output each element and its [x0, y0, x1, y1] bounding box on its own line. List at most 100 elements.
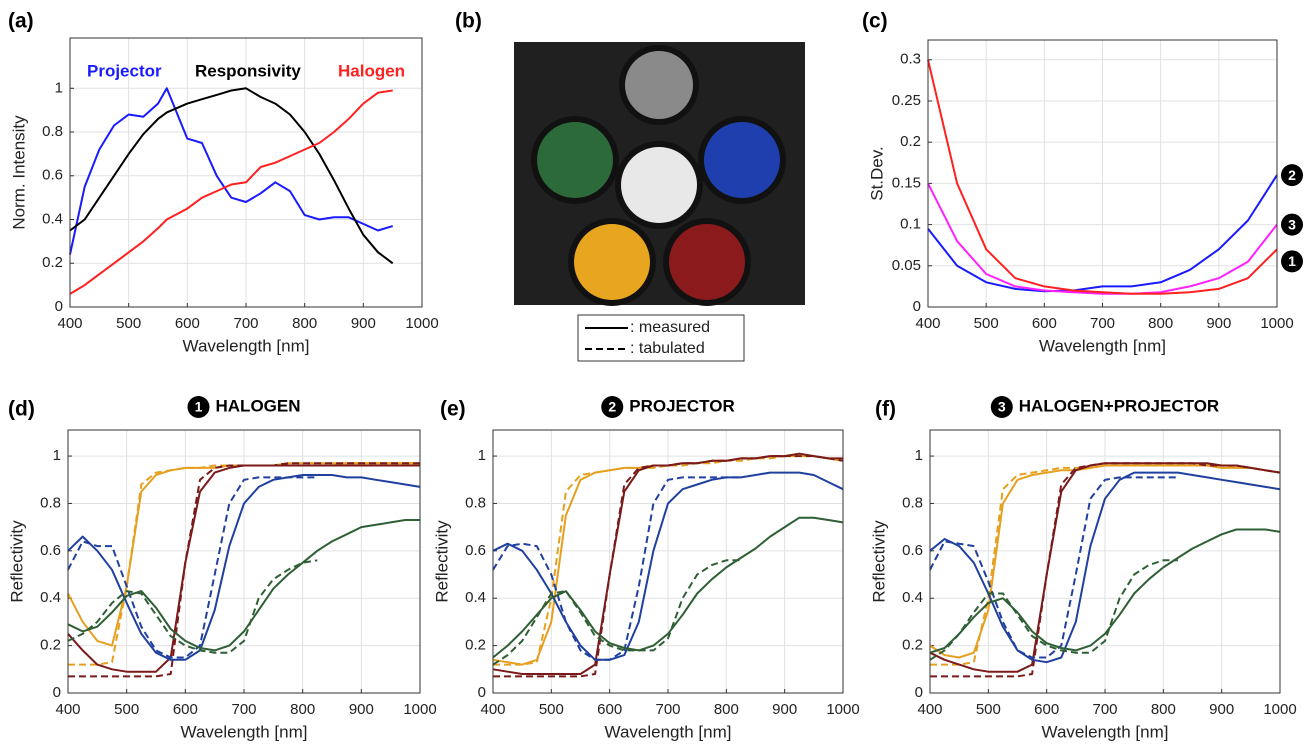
- x-tick-label: 600: [175, 315, 200, 332]
- x-tick-label: 1000: [1260, 315, 1293, 332]
- x-tick-label: 400: [917, 701, 942, 718]
- y-tick-label: 0.4: [40, 589, 61, 606]
- x-tick-label: 900: [351, 315, 376, 332]
- y-tick-label: 1: [55, 79, 63, 96]
- y-tick-label: 1: [53, 447, 61, 464]
- chart-title: HALOGEN: [216, 396, 301, 415]
- panel-label: (c): [862, 10, 888, 33]
- y-tick-label: 0.2: [465, 637, 486, 654]
- y-axis-label: Reflectivity: [432, 520, 451, 603]
- x-tick-label: 1000: [403, 701, 436, 718]
- y-tick-label: 0.2: [40, 637, 61, 654]
- x-tick-label: 400: [480, 701, 505, 718]
- chart-title: PROJECTOR: [629, 396, 735, 415]
- chart-title: HALOGEN+PROJECTOR: [1019, 396, 1219, 415]
- x-tick-label: 500: [114, 701, 139, 718]
- chart: 400 500 600 700 800 900 1000 0 0.2 0.4 0.6 0.8 1 Wave…: [432, 396, 859, 741]
- x-tick-label: 400: [915, 315, 940, 332]
- y-axis-label: Reflectivity: [7, 520, 26, 603]
- x-tick-label: 700: [1092, 701, 1117, 718]
- panel-label: (f): [875, 398, 896, 421]
- panel-label: (b): [455, 10, 482, 33]
- title-marker: 2: [608, 399, 616, 415]
- x-tick-label: 500: [539, 701, 564, 718]
- x-tick-label: 900: [1206, 315, 1231, 332]
- filter-white: [621, 147, 697, 223]
- y-tick-label: 0.15: [892, 174, 921, 191]
- y-tick-label: 0.4: [465, 589, 486, 606]
- y-tick-label: 0.8: [902, 494, 923, 511]
- y-tick-label: 0.3: [900, 51, 921, 68]
- x-tick-label: 600: [1032, 315, 1057, 332]
- panel-label: (d): [8, 398, 35, 421]
- y-tick-label: 0: [915, 684, 923, 701]
- title-marker: 3: [998, 399, 1006, 415]
- x-axis-label: Wavelength [nm]: [1042, 722, 1169, 741]
- y-tick-label: 0.6: [465, 542, 486, 559]
- x-tick-label: 700: [233, 315, 258, 332]
- x-tick-label: 700: [1090, 315, 1115, 332]
- x-tick-label: 800: [1151, 701, 1176, 718]
- y-tick-label: 1: [478, 447, 486, 464]
- x-tick-label: 1000: [1263, 701, 1296, 718]
- x-tick-label: 900: [772, 701, 797, 718]
- y-tick-label: 0.25: [892, 92, 921, 109]
- x-tick-label: 900: [349, 701, 374, 718]
- y-tick-label: 0.6: [42, 167, 63, 184]
- figure: (b) : measured : tabulated 400 500 600 700 8…: [0, 0, 1309, 748]
- x-tick-label: 600: [173, 701, 198, 718]
- y-tick-label: 0.1: [900, 216, 921, 233]
- y-tick-label: 0.6: [902, 542, 923, 559]
- y-tick-label: 0: [478, 684, 486, 701]
- x-tick-label: 500: [116, 315, 141, 332]
- x-tick-label: 1000: [826, 701, 859, 718]
- y-tick-label: 0.8: [42, 123, 63, 140]
- x-tick-label: 600: [597, 701, 622, 718]
- x-tick-label: 500: [976, 701, 1001, 718]
- y-tick-label: 0: [913, 298, 921, 315]
- y-tick-label: 0.4: [902, 589, 923, 606]
- legend-entry: : measured: [630, 319, 710, 336]
- x-tick-label: 400: [55, 701, 80, 718]
- y-tick-label: 0.6: [40, 542, 61, 559]
- y-tick-label: 0.2: [902, 637, 923, 654]
- y-tick-label: 1: [915, 447, 923, 464]
- y-axis-label: Reflectivity: [869, 520, 888, 603]
- legend-entry: : tabulated: [630, 340, 705, 357]
- x-tick-label: 800: [290, 701, 315, 718]
- series-label: 3: [1288, 216, 1296, 232]
- y-tick-label: 0.2: [900, 133, 921, 150]
- filter-blue: [704, 122, 780, 198]
- series-label: Responsivity: [195, 61, 301, 80]
- x-tick-label: 400: [57, 315, 82, 332]
- y-tick-label: 0.05: [892, 257, 921, 274]
- filter-green: [537, 122, 613, 198]
- y-tick-label: 0.2: [42, 254, 63, 271]
- x-axis-label: Wavelength [nm]: [605, 722, 732, 741]
- x-tick-label: 800: [714, 701, 739, 718]
- x-tick-label: 800: [292, 315, 317, 332]
- x-tick-label: 600: [1034, 701, 1059, 718]
- x-tick-label: 500: [974, 315, 999, 332]
- y-tick-label: 0.4: [42, 210, 63, 227]
- photo-panel: (b) : measured : tabulated: [455, 10, 805, 361]
- x-tick-label: 700: [655, 701, 680, 718]
- series-label: Halogen: [338, 61, 405, 80]
- x-axis-label: Wavelength [nm]: [1039, 336, 1166, 355]
- panel-label: (a): [8, 10, 34, 33]
- y-tick-label: 0.8: [40, 494, 61, 511]
- y-tick-label: 0.8: [465, 494, 486, 511]
- series-label: Projector: [87, 61, 162, 80]
- x-tick-label: 1000: [405, 315, 438, 332]
- panel-label: (e): [440, 398, 466, 421]
- x-tick-label: 900: [1209, 701, 1234, 718]
- chart: 400 500 600 700 800 900 1000 0 0.05 0.1 0.15 0.2 0.2…: [862, 10, 1303, 356]
- x-tick-label: 800: [1148, 315, 1173, 332]
- x-axis-label: Wavelength [nm]: [183, 336, 310, 355]
- y-axis-label: St.Dev.: [867, 146, 886, 200]
- x-axis-label: Wavelength [nm]: [181, 722, 308, 741]
- filter-yellow: [574, 224, 650, 300]
- series-label: 2: [1288, 167, 1296, 183]
